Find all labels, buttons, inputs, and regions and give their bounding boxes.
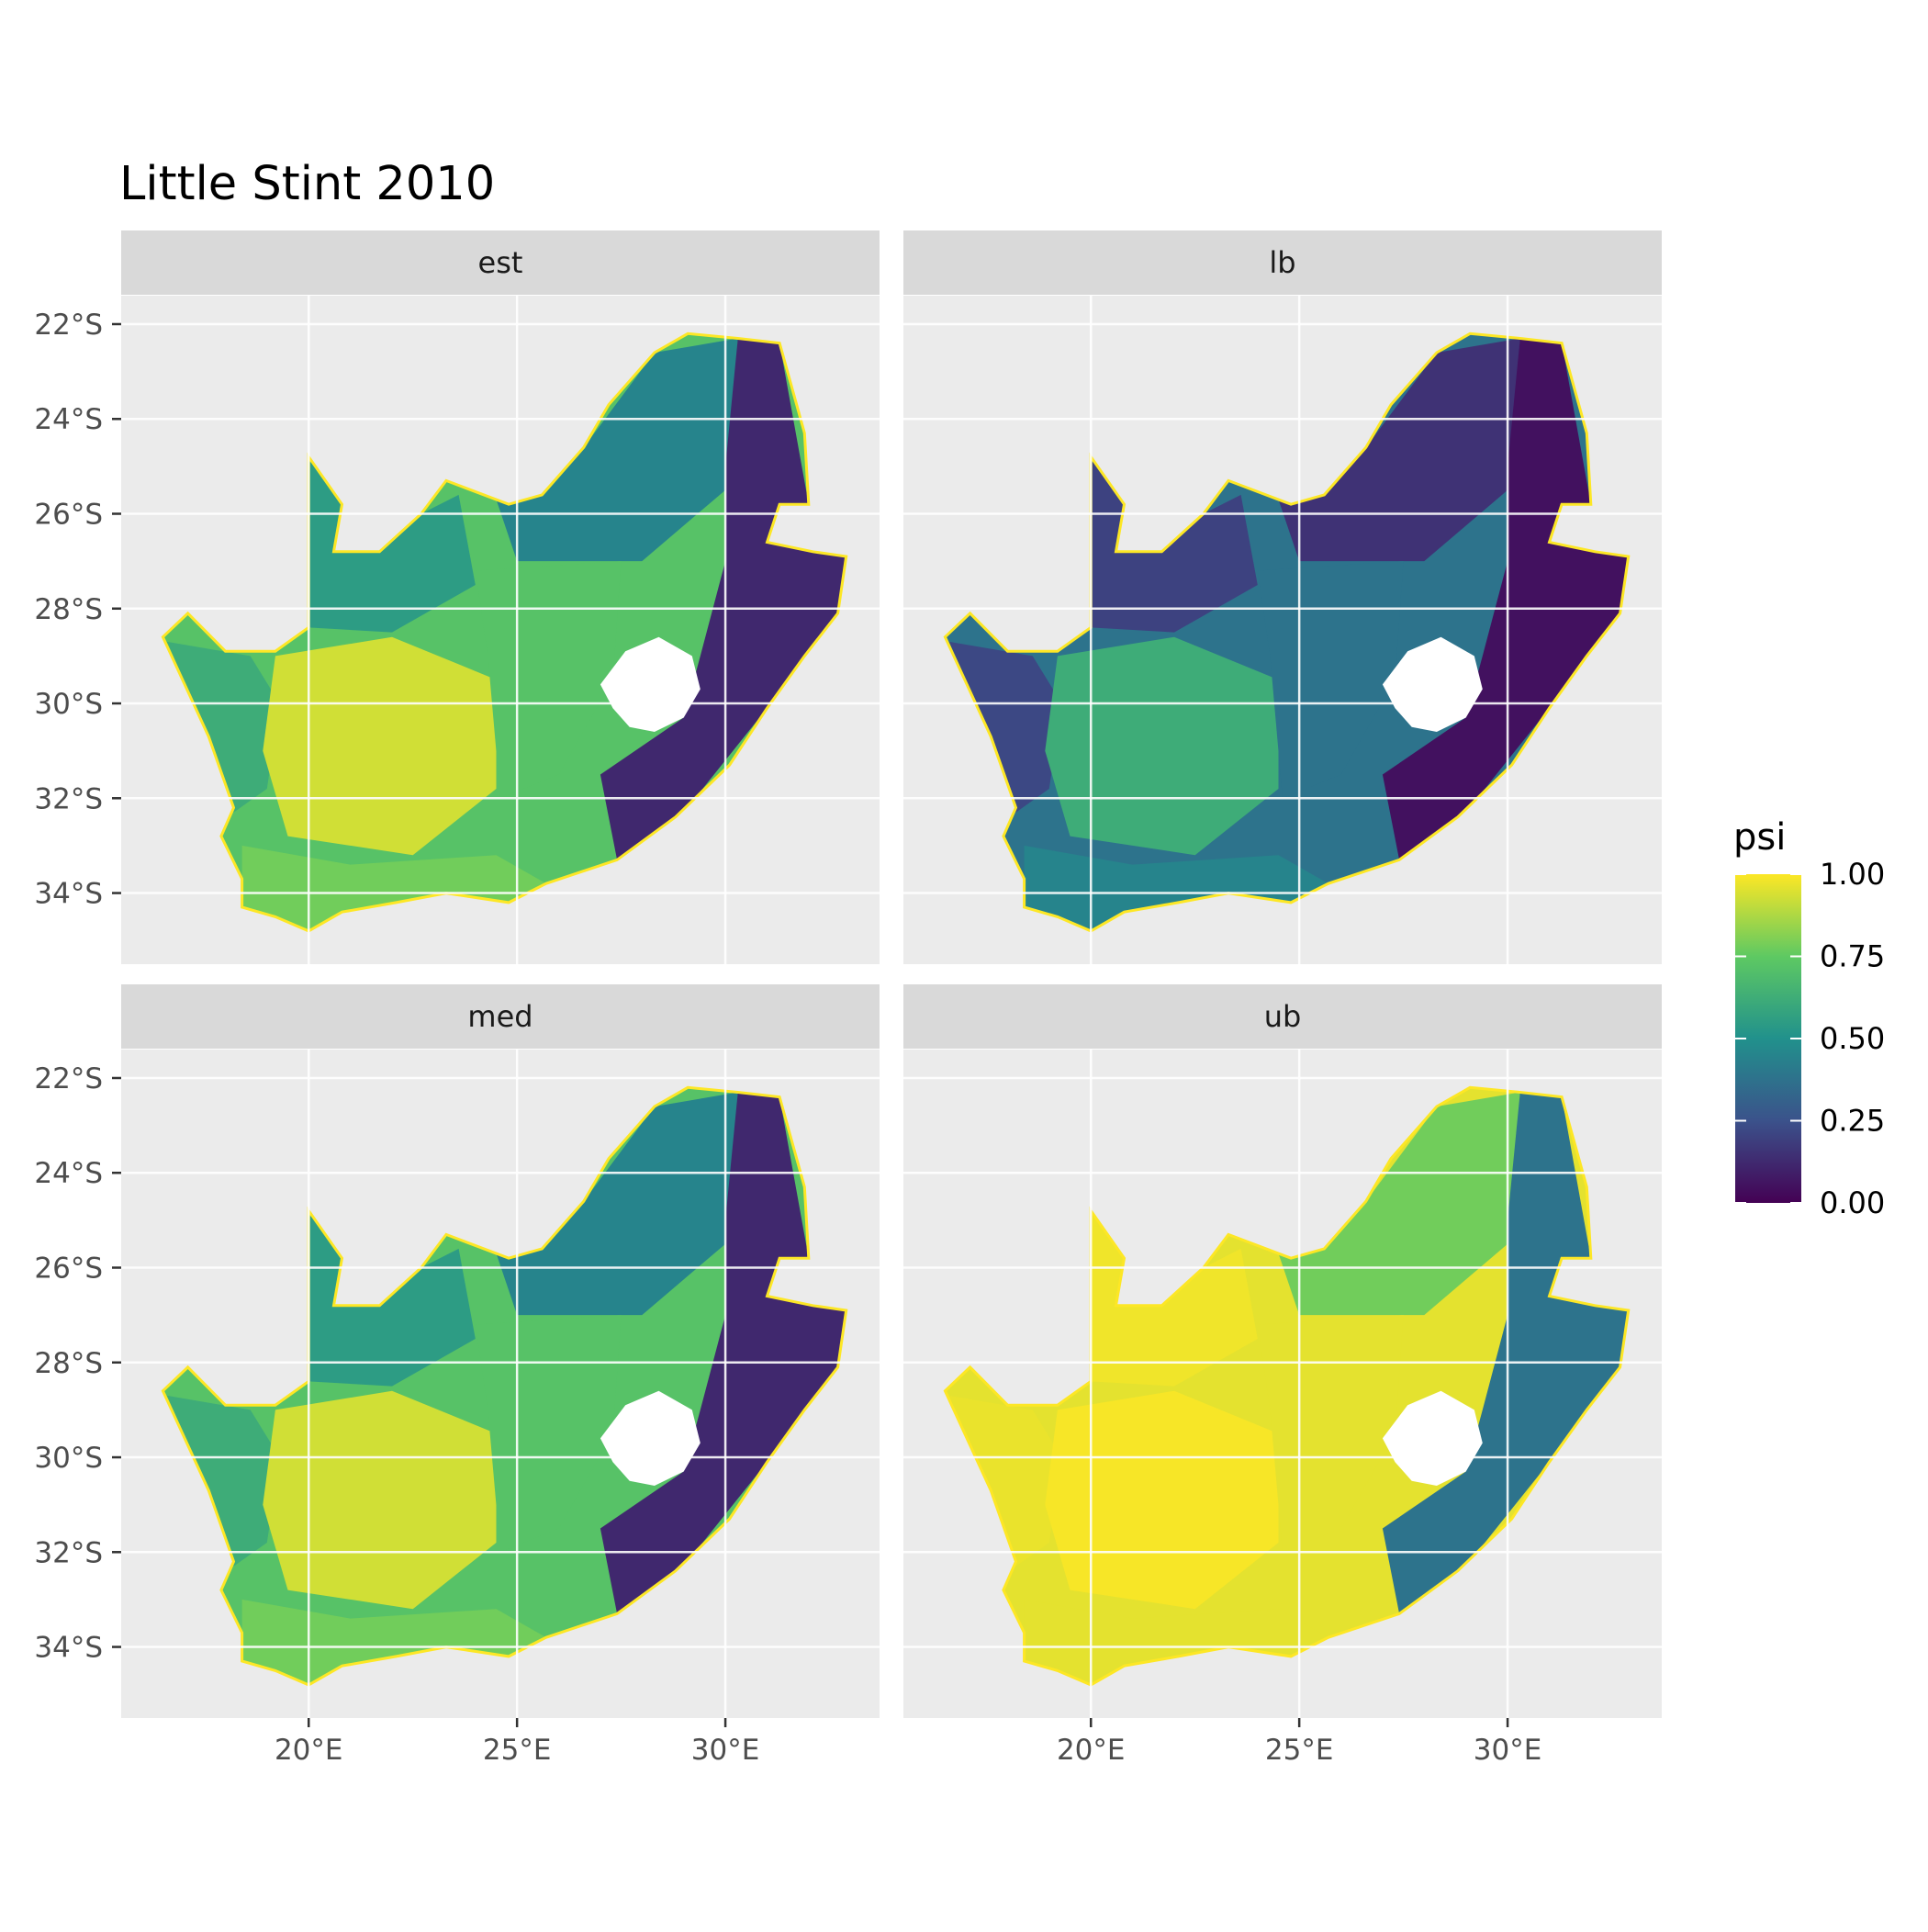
y-tick-label: 26°S [34,1252,103,1286]
legend-label: 0.50 [1820,1021,1885,1056]
region-north [496,338,738,562]
region-west [948,641,1062,813]
facet-strip [121,230,880,295]
region-karoo [1045,636,1279,856]
gridlines [121,296,880,964]
region-north [1278,338,1520,562]
x-tick-label: 30°E [691,1734,760,1767]
psi-regions [948,338,1629,931]
y-tick-label: 28°S [34,1347,103,1380]
legend-ticks: 1.00 0.75 0.50 0.25 0.00 [1735,857,1885,1220]
region-karoo [263,1390,497,1610]
y-tick-label: 32°S [34,782,103,815]
facet-est: est [121,230,880,964]
legend-label: 0.25 [1820,1104,1885,1139]
lesotho-gap [600,636,701,732]
region-east [600,338,846,860]
region-west [948,1395,1062,1567]
region-east [600,1092,846,1614]
y-tick-label: 34°S [34,1632,103,1665]
facet-strip-label: est [478,245,523,280]
country-outline [161,1085,848,1687]
gridlines [903,296,1662,964]
psi-regions [166,1092,846,1685]
y-tick-label: 22°S [34,1062,103,1095]
region-north [496,1092,738,1316]
lesotho-gap [1382,1390,1483,1486]
chart-title: Little Stint 2010 [119,157,495,211]
y-axes: 22°S 24°S 26°S 28°S 30°S 32°S 34°S 22°S 24°S 26°S… [34,309,121,1665]
gridlines [903,1050,1662,1718]
psi-regions [166,338,846,931]
region-east [1382,338,1629,860]
facet-strip-label: lb [1269,245,1295,280]
legend: psi 1.00 0.75 0.50 0.25 0.00 [1733,816,1885,1220]
facet-ub: ub [903,984,1662,1718]
x-tick-label: 25°E [1265,1734,1334,1767]
legend-title: psi [1733,816,1786,859]
y-tick-label: 24°S [34,403,103,436]
y-tick-label: 28°S [34,593,103,626]
x-axes: 20°E 25°E 30°E 20°E 25°E 30°E [275,1718,1541,1767]
facet-strip-label: ub [1264,999,1302,1034]
y-tick-label: 22°S [34,309,103,342]
y-tick-label: 32°S [34,1536,103,1569]
lesotho-gap [600,1390,701,1486]
x-tick-label: 30°E [1474,1734,1542,1767]
facet-strip [121,984,880,1049]
region-cape [1024,1599,1328,1685]
legend-label: 0.00 [1820,1185,1885,1220]
country-outline [161,331,848,933]
y-tick-label: 30°S [34,688,103,721]
region-central [475,1315,622,1553]
region-central [1257,561,1404,799]
x-tick-label: 20°E [275,1734,343,1767]
region-west [166,641,280,813]
facet-med: med [121,984,880,1718]
region-central [475,561,622,799]
region-cape [241,1599,546,1685]
region-cape [241,845,546,931]
facet-strip-label: med [467,999,532,1034]
region-central [1257,1315,1404,1553]
lesotho-gap [1382,636,1483,732]
facet-lb: lb [903,230,1662,964]
facet-strip [903,230,1662,295]
y-tick-label: 24°S [34,1157,103,1190]
country-outline [943,331,1631,933]
gridlines [121,1050,880,1718]
facet-panels: est lb med ub [121,230,1662,1718]
region-north [1278,1092,1520,1316]
facet-strip [903,984,1662,1049]
country-outline [943,1085,1631,1687]
y-tick-label: 34°S [34,878,103,911]
x-tick-label: 25°E [483,1734,552,1767]
region-cape [1024,845,1328,931]
x-tick-label: 20°E [1057,1734,1126,1767]
region-east [1382,1092,1629,1614]
region-west [166,1395,280,1567]
region-karoo [1045,1390,1279,1610]
psi-regions [948,1092,1629,1685]
legend-label: 1.00 [1820,857,1885,892]
y-tick-label: 26°S [34,499,103,532]
y-tick-label: 30°S [34,1442,103,1475]
legend-label: 0.75 [1820,939,1885,974]
region-karoo [263,636,497,856]
